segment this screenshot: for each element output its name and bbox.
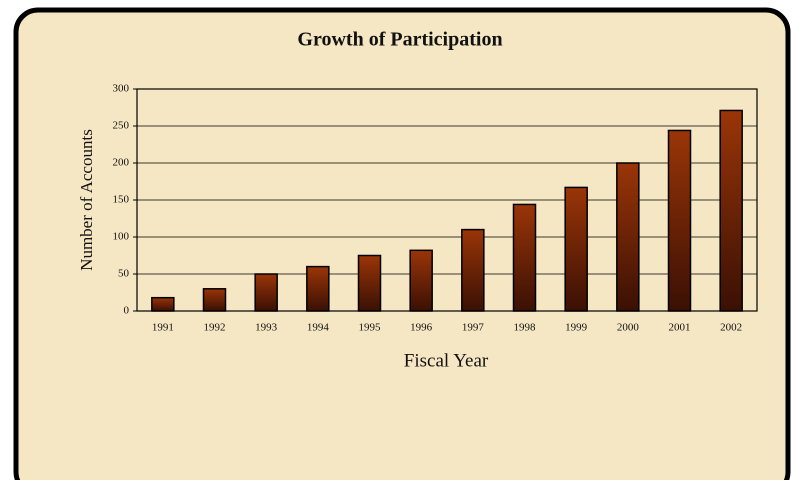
bar (461, 228, 485, 312)
chart-title: Growth of Participation (297, 29, 502, 51)
x-tick-label: 1995 (359, 322, 382, 334)
x-tick-label: 1996 (410, 322, 433, 334)
plot-frame (136, 88, 758, 312)
y-tick-label: 200 (113, 157, 130, 169)
x-axis-label: Fiscal Year (404, 350, 489, 371)
bar (564, 186, 588, 312)
y-tick-label: 0 (124, 305, 130, 317)
bar (409, 249, 433, 312)
panel (13, 7, 791, 480)
x-tick-label: 2001 (669, 322, 691, 334)
bar (616, 162, 640, 312)
y-tick-label: 250 (113, 120, 130, 132)
x-tick-label: 1993 (255, 322, 278, 334)
y-tick-label: 150 (113, 194, 130, 206)
y-axis-label: Number of Accounts (77, 129, 96, 271)
y-tick-label: 50 (118, 268, 130, 280)
bar (512, 203, 537, 312)
bar (202, 288, 227, 312)
bar (719, 109, 743, 312)
x-tick-label: 1998 (514, 322, 537, 334)
y-tick-label: 100 (113, 231, 130, 243)
x-tick-label: 1999 (565, 322, 588, 334)
bar (151, 296, 175, 312)
y-tick-label: 300 (113, 83, 130, 95)
x-tick-label: 1997 (462, 322, 485, 334)
bar (667, 129, 692, 312)
x-tick-label: 1994 (307, 322, 330, 334)
bar (306, 265, 330, 312)
bar (254, 273, 278, 312)
bar (357, 254, 382, 312)
x-tick-label: 1991 (152, 322, 174, 334)
x-tick-label: 2002 (720, 322, 742, 334)
x-tick-label: 1992 (204, 322, 226, 334)
x-tick-label: 2000 (617, 322, 640, 334)
